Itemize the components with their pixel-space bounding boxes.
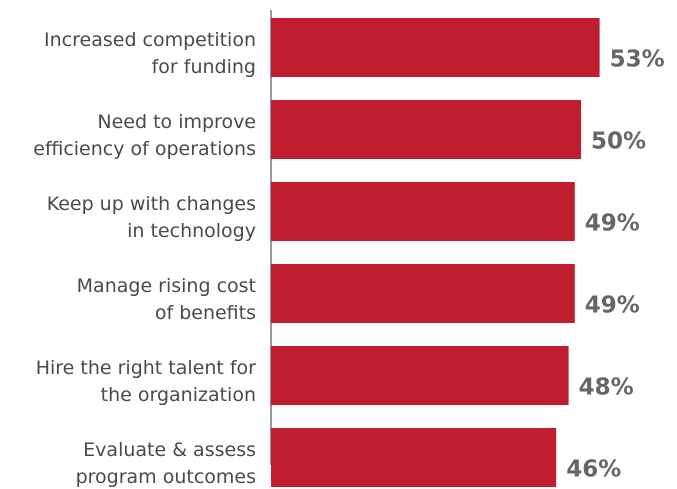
- bar-1: [271, 100, 581, 159]
- bar-5: [271, 428, 557, 487]
- bar-value-label-4: 48%: [579, 375, 634, 401]
- bar-2: [271, 182, 575, 241]
- category-label-4: Hire the right talent for the organizatio…: [36, 357, 256, 406]
- bar-value-label-5: 46%: [566, 457, 621, 483]
- bar-value-label-3: 49%: [585, 293, 640, 319]
- category-label-5-line-1: program outcomes: [76, 466, 256, 488]
- category-label-1: Need to improve efficiency of operations: [33, 111, 256, 160]
- category-label-3-line-0: Manage rising cost: [77, 275, 256, 297]
- category-label-3-line-1: of benefits: [155, 302, 256, 324]
- category-label-0: Increased competition for funding: [44, 29, 256, 78]
- category-label-4-line-0: Hire the right talent for: [36, 357, 256, 379]
- category-label-1-line-0: Need to improve: [97, 111, 256, 133]
- category-label-1-line-1: efficiency of operations: [33, 138, 256, 160]
- bar-0: [271, 18, 600, 77]
- category-label-5: Evaluate & assess program outcomes: [76, 439, 256, 488]
- bars-group: 53% Increased competition for funding 50% Ne…: [33, 18, 665, 488]
- category-label-2-line-1: in technology: [127, 220, 256, 242]
- category-label-2-line-0: Keep up with changes: [47, 193, 256, 215]
- category-label-0-line-1: for funding: [152, 56, 256, 78]
- bar-3: [271, 264, 575, 323]
- bar-value-label-2: 49%: [585, 211, 640, 237]
- bar-value-label-1: 50%: [591, 129, 646, 155]
- category-label-0-line-0: Increased competition: [44, 29, 256, 51]
- category-label-2: Keep up with changes in technology: [47, 193, 256, 242]
- category-label-3: Manage rising cost of benefits: [77, 275, 256, 324]
- category-label-4-line-1: the organization: [101, 384, 256, 406]
- category-label-5-line-0: Evaluate & assess: [83, 439, 256, 461]
- bar-value-label-0: 53%: [610, 47, 665, 73]
- bar-4: [271, 346, 569, 405]
